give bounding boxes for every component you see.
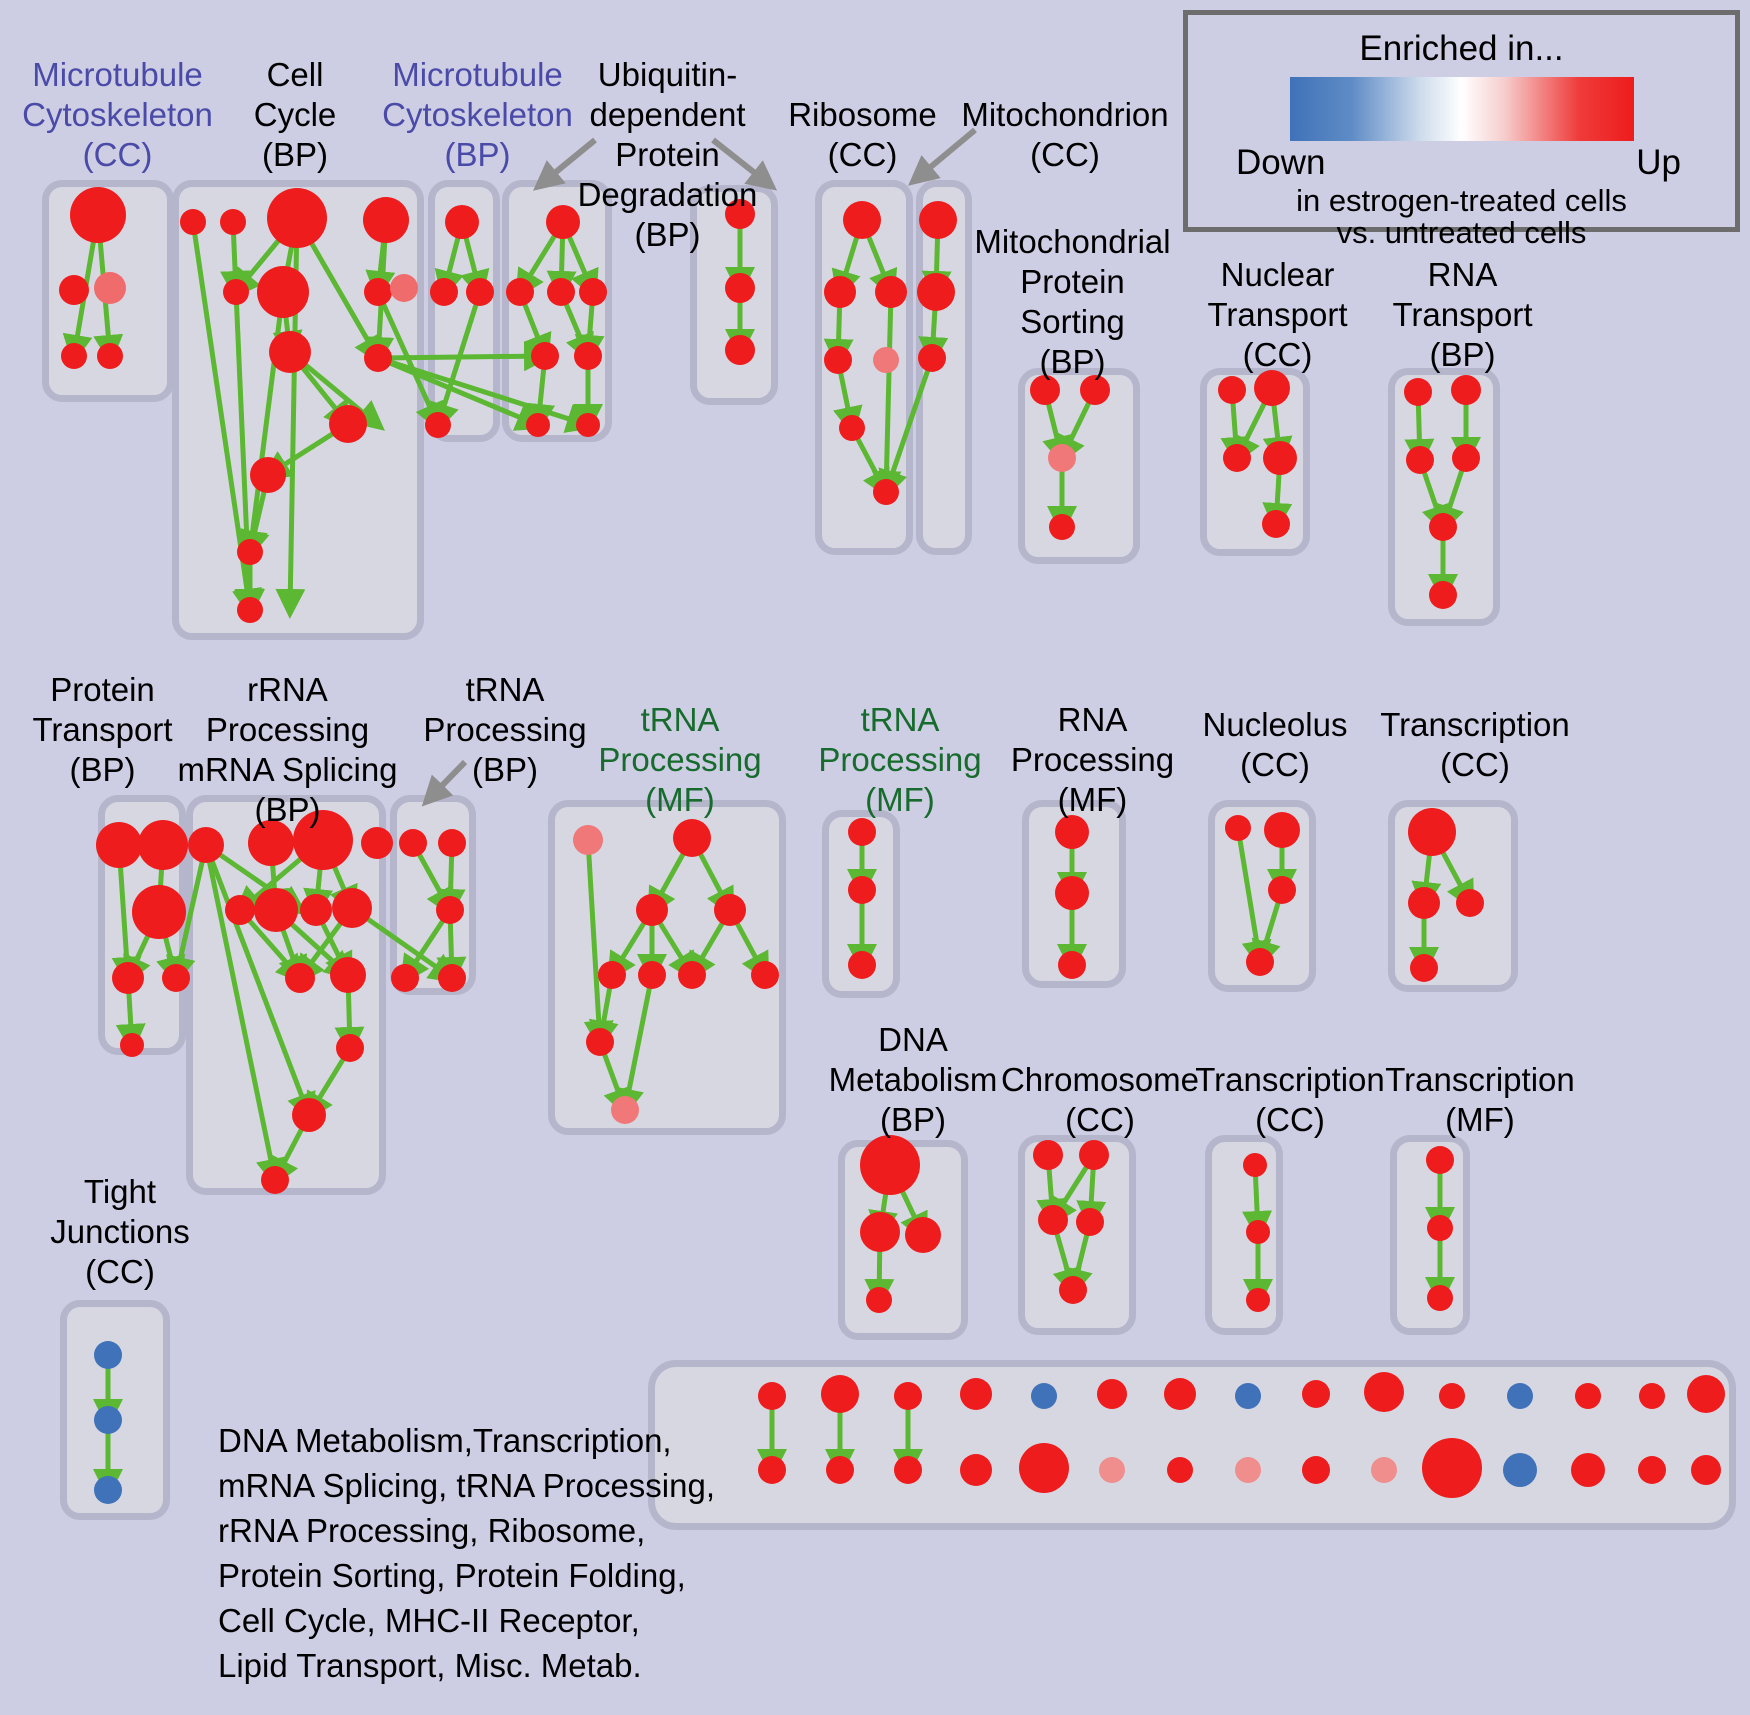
- cluster-transcription-cc-bottom: [1205, 1135, 1283, 1335]
- legend-subtitle-line2: vs. untreated cells: [1336, 215, 1587, 250]
- cluster-label-transcription-mf: Transcription (MF): [1385, 1061, 1575, 1138]
- cluster-nucleolus-cc: [1208, 800, 1316, 992]
- cluster-transcription-cc-top: [1388, 800, 1518, 992]
- cluster-label-trna-processing-mf-1: tRNA Processing (MF): [598, 701, 762, 818]
- cluster-trna-processing-mf-1: [548, 800, 786, 1135]
- cluster-mitochondrion-cc: [916, 180, 972, 555]
- cluster-nuclear-transport-cc: [1200, 368, 1310, 556]
- legend-up-label: Up: [1636, 143, 1681, 182]
- cluster-label-trna-processing-mf-2: tRNA Processing (MF): [818, 701, 982, 818]
- cluster-microtubule-cytoskeleton-bp: [428, 180, 500, 442]
- cluster-label-transcription-cc-top: Transcription (CC): [1380, 706, 1570, 783]
- cluster-transcription-mf: [1390, 1135, 1470, 1335]
- cluster-label-chromosome-cc: Chromosome (CC): [1000, 1061, 1200, 1138]
- cluster-microtubule-cytoskeleton-cc: [42, 180, 174, 402]
- cluster-label-rrna-processing-mrna-splicing-bp: rRNA Processing mRNA Splicing (BP): [177, 671, 398, 828]
- cluster-protein-transport-bp: [98, 795, 186, 1055]
- cluster-rna-transport-bp: [1388, 368, 1500, 626]
- cluster-chromosome-cc: [1018, 1135, 1136, 1335]
- unclustered-categories-text: DNA Metabolism,Transcription, mRNA Splic…: [218, 1422, 716, 1684]
- cluster-rna-processing-mf: [1022, 800, 1126, 988]
- cluster-label-rna-transport-bp: RNA Transport (BP): [1392, 256, 1533, 373]
- cluster-label-mitochondrial-protein-sorting-bp: Mitochondrial Protein Sorting (BP): [974, 223, 1171, 380]
- cluster-label-rna-processing-mf: RNA Processing (MF): [1010, 701, 1175, 818]
- cluster-label-protein-transport-bp: Protein Transport (BP): [32, 671, 173, 788]
- legend-panel: Enriched in... Down Up in estrogen-treat…: [1183, 10, 1740, 250]
- cluster-unclustered-wide: [648, 1360, 1736, 1530]
- legend-endpoints: Down Up: [1188, 143, 1735, 187]
- legend-title: Enriched in...: [1359, 29, 1564, 68]
- cluster-label-trna-processing-bp: tRNA Processing (BP): [423, 671, 587, 788]
- cluster-label-dna-metabolism-bp: DNA Metabolism (BP): [828, 1021, 998, 1138]
- cluster-label-ubiquitin-dependent-protein-degradation-bp: Ubiquitin- dependent Protein Degradation…: [577, 56, 758, 253]
- cluster-label-cell-cycle-bp: Cell Cycle (BP): [253, 56, 337, 173]
- cluster-label-nucleolus-cc: Nucleolus (CC): [1202, 706, 1348, 783]
- cluster-label-nuclear-transport-cc: Nuclear Transport (CC): [1207, 256, 1348, 373]
- cluster-mitochondrial-protein-sorting-bp: [1018, 368, 1140, 564]
- cluster-label-microtubule-cytoskeleton-bp: Microtubule Cytoskeleton (BP): [382, 56, 573, 173]
- cluster-label-tight-junctions-cc: Tight Junctions (CC): [50, 1173, 190, 1290]
- cluster-trna-processing-mf-2: [822, 810, 900, 998]
- cluster-label-mitochondrion-cc: Mitochondrion (CC): [961, 96, 1169, 173]
- legend-down-label: Down: [1236, 143, 1326, 182]
- cluster-dna-metabolism-bp: [838, 1140, 968, 1340]
- cluster-tight-junctions-cc: [60, 1300, 170, 1520]
- legend-subtitle-line1: in estrogen-treated cells: [1296, 183, 1627, 218]
- cluster-ribosome-cc: [815, 180, 913, 555]
- cluster-label-microtubule-cytoskeleton-cc: Microtubule Cytoskeleton (CC): [22, 56, 213, 173]
- cluster-label-ribosome-cc: Ribosome (CC): [788, 96, 937, 173]
- cluster-label-transcription-cc-bottom: Transcription (CC): [1195, 1061, 1385, 1138]
- cluster-rrna-mrna-splicing-bp: [186, 795, 386, 1195]
- legend-color-gradient-bar: [1289, 77, 1634, 141]
- cluster-cell-cycle-bp: [172, 180, 424, 640]
